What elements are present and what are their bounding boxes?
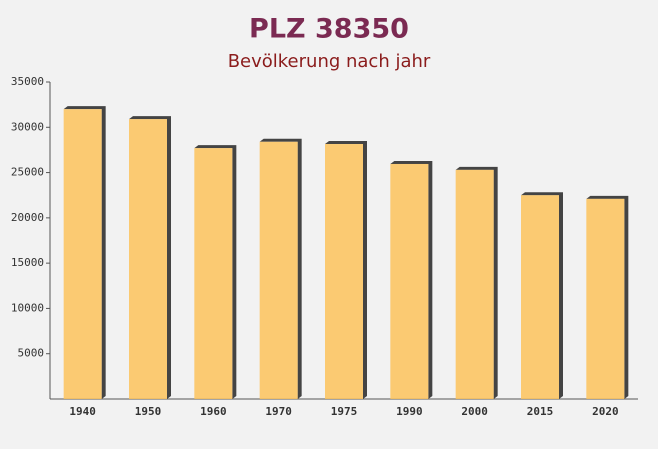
bar [259,141,298,399]
x-tick-label: 1975 [331,405,358,418]
y-tick-label: 10000 [11,301,44,314]
bar [194,148,233,399]
chart-subtitle: Bevölkerung nach jahr [228,51,431,72]
chart-title: PLZ 38350 [249,14,409,45]
y-tick-label: 15000 [11,256,44,269]
bar [390,163,429,399]
x-tick-label: 1990 [396,405,423,418]
y-tick-label: 5000 [18,347,45,360]
bar [586,198,625,399]
bar [455,169,494,399]
x-tick-label: 1950 [135,405,162,418]
x-tick-label: 2015 [527,405,554,418]
bar [521,195,559,399]
y-tick-label: 20000 [11,211,44,224]
x-tick-label: 2020 [592,405,619,418]
y-tick-label: 35000 [11,75,44,88]
bar [325,144,363,399]
x-tick-label: 1960 [200,405,227,418]
bar [63,109,102,400]
y-tick-label: 30000 [11,120,44,133]
x-tick-label: 2000 [461,405,488,418]
y-tick-label: 25000 [11,166,44,179]
bar [129,119,167,400]
x-tick-label: 1970 [265,405,292,418]
x-tick-label: 1940 [69,405,96,418]
